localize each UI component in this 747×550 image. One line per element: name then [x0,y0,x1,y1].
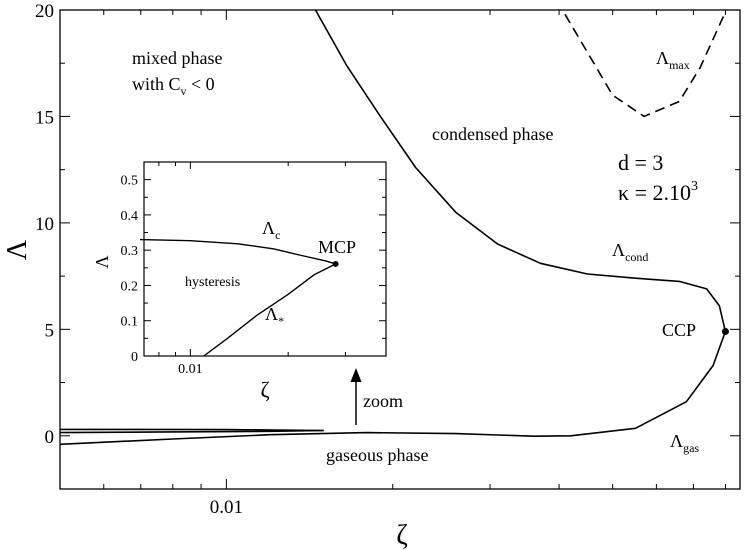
point-marker-mcp [332,260,339,267]
y-tick-label: 0.2 [121,279,139,294]
lambda-max-label: Λmax [656,48,690,72]
zoom-label: zoom [363,391,403,411]
point-marker-ccp [721,327,729,335]
mcp-label: MCP [318,237,356,257]
inset-lambda-star-label: Λ* [265,304,284,328]
main-tick-labels: 0 5 10 15 20 0.01 [35,1,243,518]
series-line--cond [314,9,727,332]
series-line--c [139,238,336,265]
zoom-arrow-head [350,368,362,382]
inset-plot-frame [143,161,387,357]
inset-tick-labels: 0 0.1 0.2 0.3 0.4 0.5 0.01 [121,174,203,377]
inset-x-axis-label: ζ [260,377,269,402]
lambda-cond-label: Λcond [612,240,648,264]
inset-y-axis-label: Λ [92,255,112,268]
y-tick-label: 0.4 [121,209,139,224]
inset-axis-ticks [144,162,386,357]
y-tick-label: 5 [45,320,55,341]
x-tick-label: 0.01 [210,497,243,518]
lambda-gas-label: Λgas [670,431,699,455]
main-series [59,9,729,446]
y-tick-label: 0 [45,427,55,448]
inset-series [139,238,339,357]
main-axis-ticks [60,9,740,490]
y-tick-label: 0.5 [121,174,139,189]
main-x-axis-label: ζ [396,520,408,550]
series-line-- [203,263,337,357]
kappa-label: κ = 2.103 [618,179,698,205]
y-tick-label: 0 [131,350,138,365]
y-tick-label: 20 [35,1,54,22]
y-tick-label: 0.1 [121,315,139,330]
y-tick-label: 0.3 [121,244,139,259]
series-line--max [564,11,727,118]
main-y-axis-label: Λ [2,239,33,260]
condensed-phase-label: condensed phase [432,124,553,144]
ccp-label: CCP [662,320,696,340]
hysteresis-label: hysteresis [185,275,240,290]
series-line-- [59,429,324,434]
y-tick-label: 15 [35,107,54,128]
mixed-phase-cv-label: with Cv < 0 [132,74,215,98]
mixed-phase-label: mixed phase [132,48,222,68]
inset-lambda-c-label: Λc [262,218,280,242]
x-tick-label: 0.01 [178,362,203,377]
gaseous-phase-label: gaseous phase [326,445,428,465]
main-plot-frame [59,9,741,490]
dimension-label: d = 3 [618,150,663,175]
y-tick-label: 10 [35,214,54,235]
series-line--gas [59,331,727,446]
